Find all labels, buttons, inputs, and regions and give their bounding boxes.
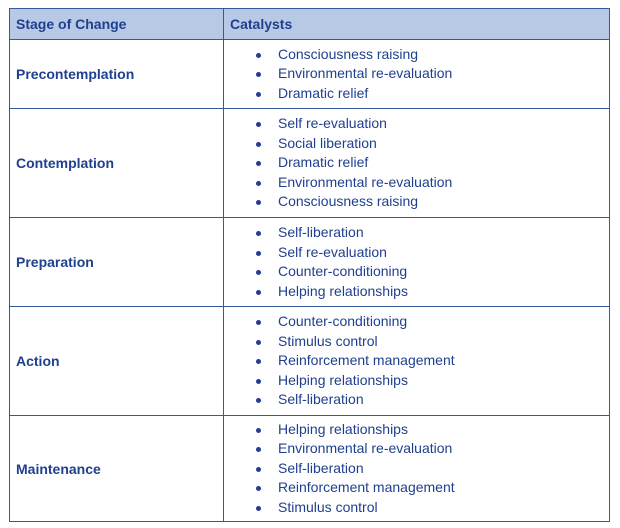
catalysts-contemplation: Self re-evaluation Social liberation Dra… bbox=[224, 109, 609, 218]
stage-maintenance: Maintenance bbox=[10, 416, 224, 521]
catalyst-item: Self re-evaluation bbox=[254, 243, 408, 263]
catalysts-preparation: Self-liberation Self re-evaluation Count… bbox=[224, 218, 609, 307]
stage-action: Action bbox=[10, 307, 224, 416]
catalysts-precontemplation: Consciousness raising Environmental re-e… bbox=[224, 40, 609, 109]
catalyst-list: Helping relationships Environmental re-e… bbox=[254, 420, 455, 518]
header-catalysts: Catalysts bbox=[224, 9, 609, 40]
catalyst-item: Counter-conditioning bbox=[254, 262, 408, 282]
catalyst-item: Environmental re-evaluation bbox=[254, 64, 452, 84]
catalyst-item: Helping relationships bbox=[254, 420, 455, 440]
catalyst-item: Self re-evaluation bbox=[254, 114, 452, 134]
catalyst-item: Self-liberation bbox=[254, 223, 408, 243]
catalyst-item: Self-liberation bbox=[254, 390, 455, 410]
catalysts-maintenance: Helping relationships Environmental re-e… bbox=[224, 416, 609, 521]
catalyst-item: Environmental re-evaluation bbox=[254, 439, 455, 459]
catalyst-item: Dramatic relief bbox=[254, 153, 452, 173]
stages-of-change-table: Stage of Change Catalysts Precontemplati… bbox=[9, 8, 610, 522]
catalyst-item: Dramatic relief bbox=[254, 84, 452, 104]
stage-preparation: Preparation bbox=[10, 218, 224, 307]
catalyst-list: Self re-evaluation Social liberation Dra… bbox=[254, 114, 452, 212]
catalyst-item: Stimulus control bbox=[254, 498, 455, 518]
catalysts-action: Counter-conditioning Stimulus control Re… bbox=[224, 307, 609, 416]
catalyst-item: Environmental re-evaluation bbox=[254, 173, 452, 193]
catalyst-item: Counter-conditioning bbox=[254, 312, 455, 332]
catalyst-item: Reinforcement management bbox=[254, 478, 455, 498]
catalyst-item: Consciousness raising bbox=[254, 192, 452, 212]
catalyst-item: Social liberation bbox=[254, 134, 452, 154]
header-stage-of-change: Stage of Change bbox=[10, 9, 224, 40]
catalyst-item: Helping relationships bbox=[254, 282, 408, 302]
stage-contemplation: Contemplation bbox=[10, 109, 224, 218]
catalyst-item: Consciousness raising bbox=[254, 45, 452, 65]
stage-precontemplation: Precontemplation bbox=[10, 40, 224, 109]
catalyst-item: Self-liberation bbox=[254, 459, 455, 479]
catalyst-item: Stimulus control bbox=[254, 332, 455, 352]
catalyst-item: Reinforcement management bbox=[254, 351, 455, 371]
catalyst-list: Self-liberation Self re-evaluation Count… bbox=[254, 223, 408, 301]
catalyst-list: Consciousness raising Environmental re-e… bbox=[254, 45, 452, 104]
catalyst-list: Counter-conditioning Stimulus control Re… bbox=[254, 312, 455, 410]
catalyst-item: Helping relationships bbox=[254, 371, 455, 391]
